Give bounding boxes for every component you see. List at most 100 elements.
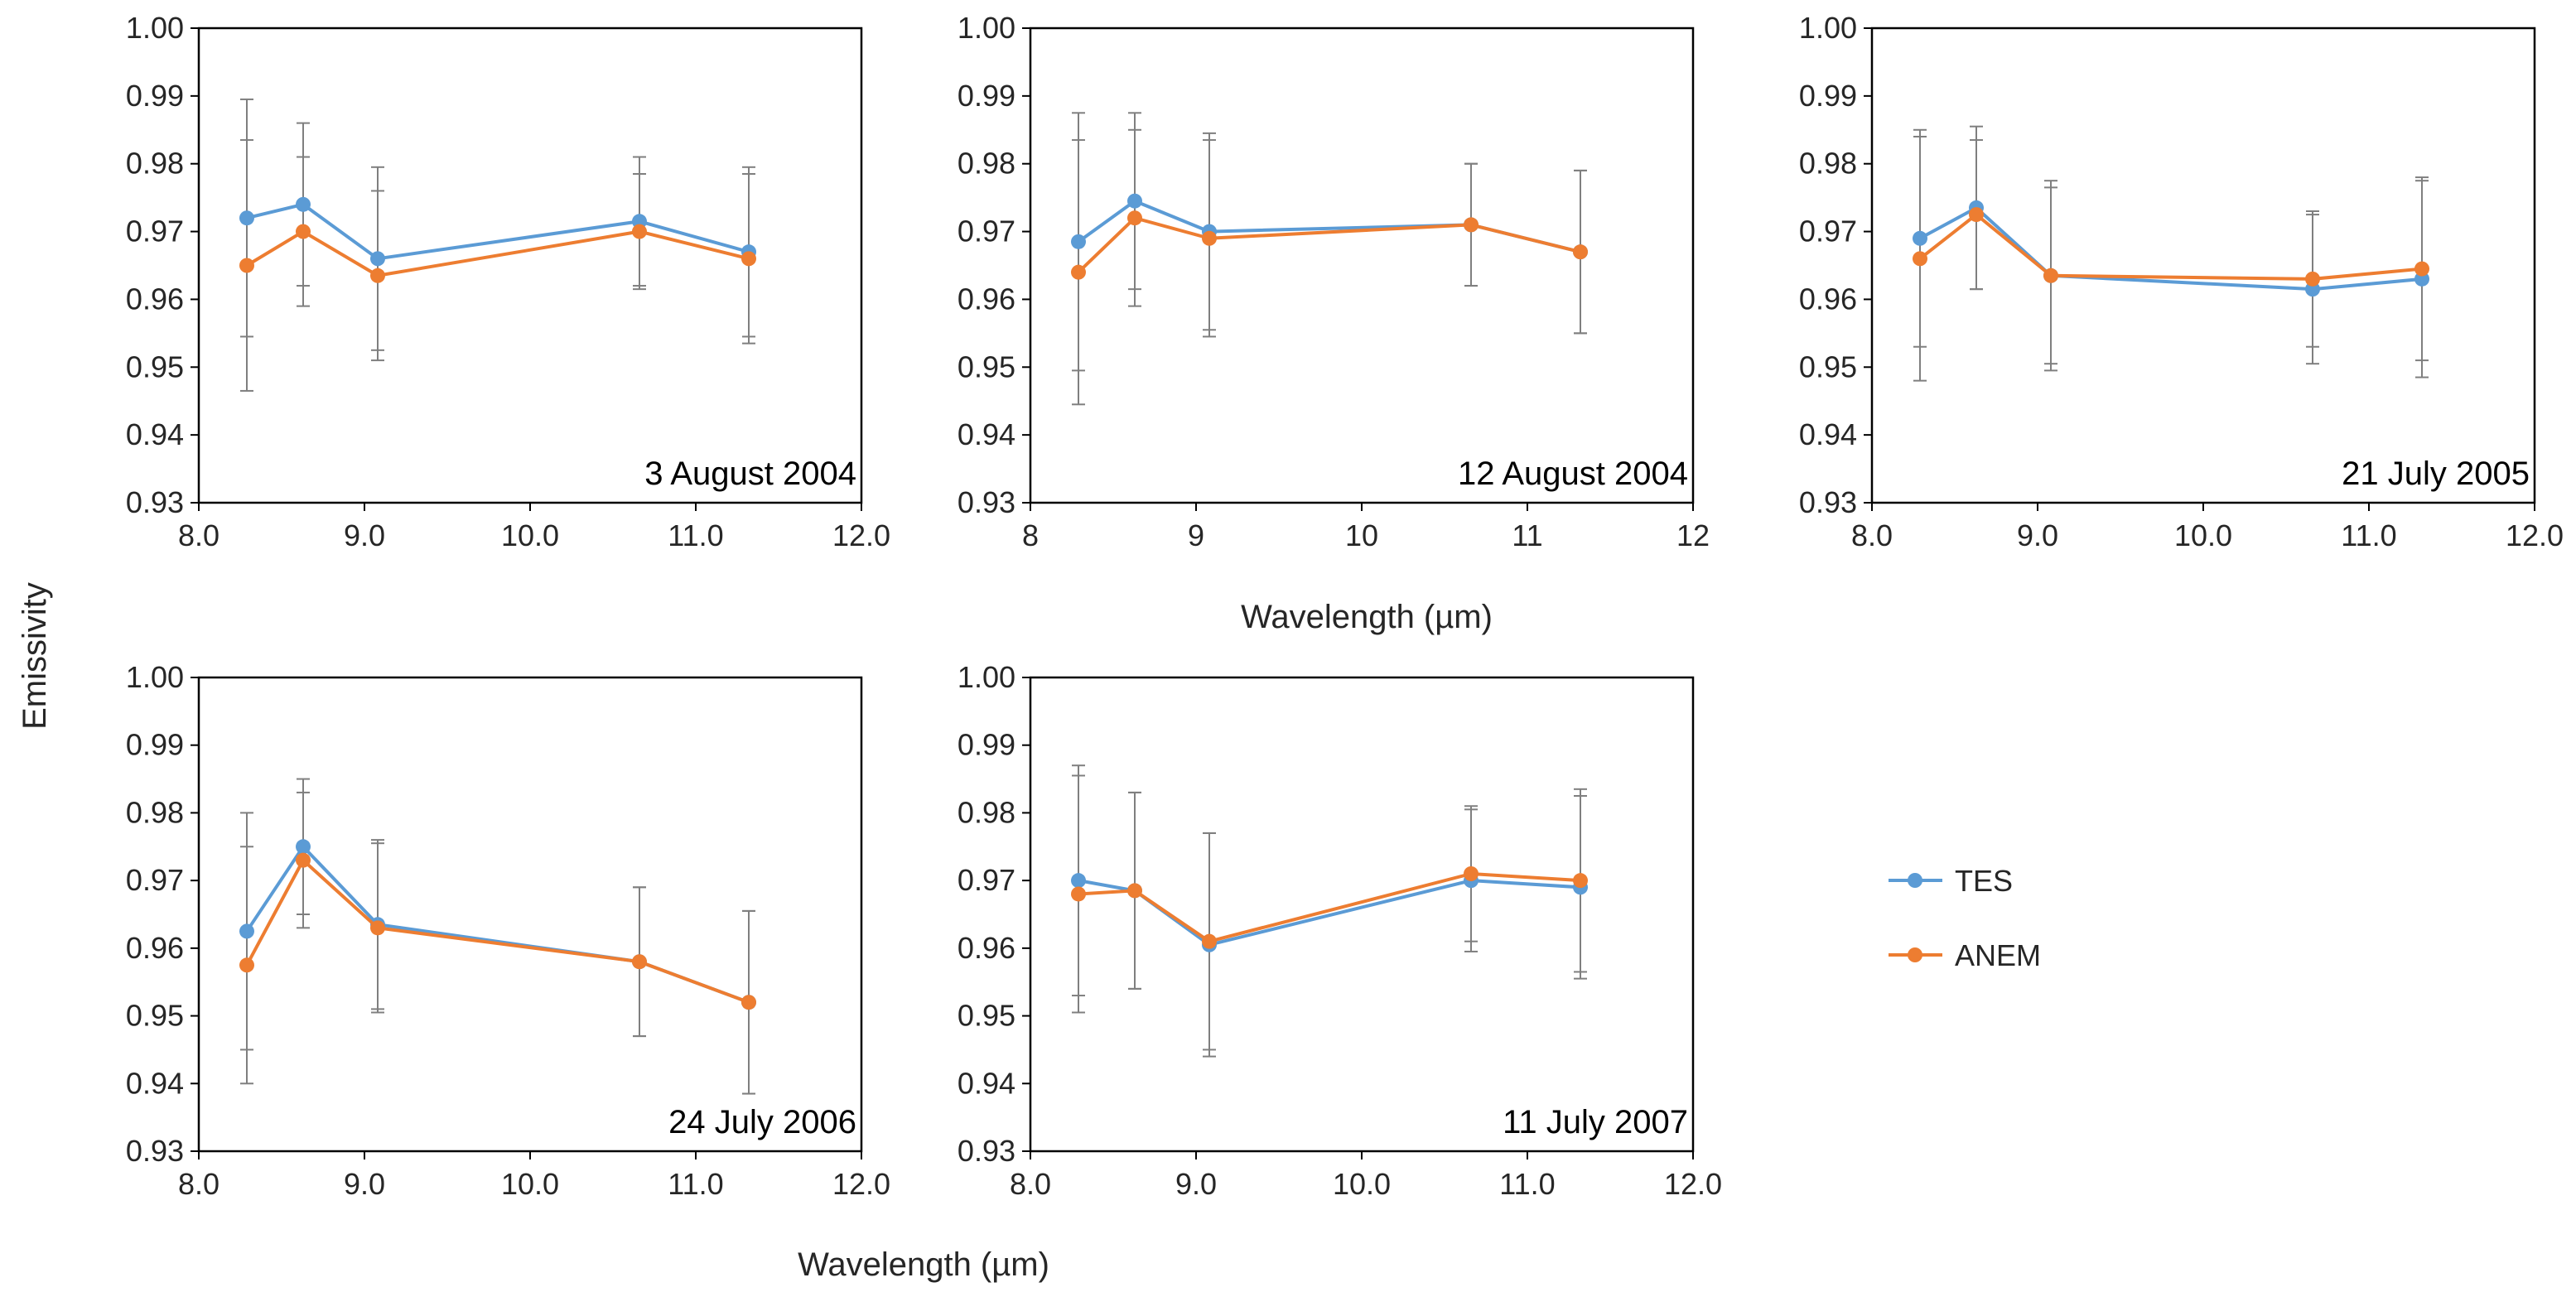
data-point-anem: [1202, 933, 1217, 949]
data-point-tes: [1071, 234, 1086, 249]
series-line-tes: [1078, 879, 1581, 947]
chart-panel-3: 0.93 0.94 0.95 0.96 0.97 0.98 0.99 1.00 8.0 9.0 10…: [1799, 11, 2564, 552]
x-tick-label: 8.0: [178, 1167, 219, 1201]
data-point-tes: [239, 210, 254, 226]
series-line-anem: [1077, 215, 1581, 274]
y-tick-label: 0.96: [958, 931, 1015, 965]
plot-area-frame: [1029, 27, 1695, 504]
y-tick-label: 0.93: [126, 1134, 184, 1168]
data-point-tes: [1127, 193, 1142, 209]
x-tick-label: 12.0: [1664, 1167, 1722, 1201]
data-point-anem: [741, 251, 756, 267]
x-axis-title-bottom: Wavelength (µm): [798, 1246, 1049, 1283]
x-tick-label: 8: [1022, 518, 1039, 552]
data-point-anem: [1202, 230, 1217, 246]
data-point-anem: [741, 995, 756, 1010]
y-tick-label: 0.98: [126, 795, 184, 829]
plot-area-frame: [1870, 27, 2536, 504]
series-line-anem: [245, 229, 750, 277]
y-tick-label: 0.95: [126, 999, 184, 1033]
y-tick-label: 0.95: [958, 350, 1015, 383]
y-tick-label: 0.94: [1799, 417, 1857, 451]
data-point-tes: [296, 839, 311, 855]
data-point-tes: [239, 923, 254, 939]
y-tick-label: 1.00: [958, 11, 1015, 45]
data-point-tes: [1913, 230, 1927, 246]
y-tick-label: 0.97: [958, 863, 1015, 897]
x-tick-label: 11.0: [2341, 518, 2396, 552]
legend-marker-anem: [1908, 947, 1922, 962]
y-tick-label: 1.00: [126, 11, 184, 45]
series-line-tes: [1077, 199, 1581, 254]
y-tick-label: 0.94: [958, 1066, 1015, 1100]
legend-marker-tes: [1908, 873, 1922, 888]
y-tick-label: 0.96: [1799, 282, 1857, 316]
legend-entry-tes: TES: [1889, 864, 2013, 898]
y-tick-label: 0.96: [126, 931, 184, 965]
chart-panel-5: 0.93 0.94 0.95 0.96 0.97 0.98 0.99 1.00 8.0 9.0 10…: [958, 660, 1722, 1201]
plot-area-frame: [197, 27, 863, 504]
y-tick-label: 0.98: [958, 795, 1015, 829]
y-tick-label: 0.93: [958, 1134, 1015, 1168]
data-point-anem: [1127, 210, 1142, 226]
x-tick-label: 12: [1676, 518, 1710, 552]
x-axis-title-top: Wavelength (µm): [1241, 599, 1493, 635]
y-tick-label: 0.94: [126, 1066, 184, 1100]
x-tick-label: 10: [1345, 518, 1378, 552]
legend: TES ANEM: [1889, 864, 2041, 972]
data-point-tes: [296, 196, 311, 212]
data-point-anem: [239, 957, 254, 973]
chart-panel-4: 0.93 0.94 0.95 0.96 0.97 0.98 0.99 1.00 8.0 9.0 10…: [126, 660, 890, 1201]
y-tick-label: 1.00: [958, 660, 1015, 694]
y-tick-label: 0.93: [126, 485, 184, 519]
y-tick-label: 0.99: [958, 728, 1015, 762]
y-tick-label: 0.93: [958, 485, 1015, 519]
data-point-anem: [1464, 217, 1479, 233]
data-point-anem: [370, 920, 385, 936]
x-tick-label: 10.0: [1333, 1167, 1391, 1201]
data-point-anem: [632, 954, 647, 970]
x-tick-label: 12.0: [2506, 518, 2564, 552]
x-tick-label: 9.0: [344, 1167, 385, 1201]
y-tick-label: 0.99: [126, 728, 184, 762]
y-tick-label: 0.96: [958, 282, 1015, 316]
chart-panel-2: 0.93 0.94 0.95 0.96 0.97 0.98 0.99 1.00 8 9 10 11 12…: [958, 11, 1710, 552]
x-tick-label: 11.0: [1499, 1167, 1555, 1201]
y-tick-label: 0.95: [1799, 350, 1857, 383]
x-tick-label: 9.0: [2017, 518, 2058, 552]
data-point-anem: [296, 224, 311, 239]
x-tick-label: 9: [1188, 518, 1204, 552]
y-axis-title: Emissivity: [17, 582, 53, 730]
x-tick-label: 9.0: [1175, 1167, 1217, 1201]
panel-date-label: 21 July 2005: [2342, 456, 2530, 492]
legend-label-tes: TES: [1955, 864, 2013, 898]
y-tick-label: 0.98: [1799, 147, 1857, 181]
x-tick-label: 8.0: [178, 518, 219, 552]
legend-label-anem: ANEM: [1955, 938, 2041, 972]
data-point-anem: [239, 258, 254, 273]
y-tick-label: 0.97: [126, 215, 184, 248]
panel-date-label: 3 August 2004: [644, 456, 856, 492]
data-point-anem: [370, 268, 385, 283]
y-tick-label: 1.00: [126, 660, 184, 694]
x-tick-label: 11.0: [668, 1167, 723, 1201]
plot-area-frame: [1029, 676, 1695, 1153]
data-point-anem: [1071, 886, 1086, 902]
x-tick-label: 10.0: [2174, 518, 2232, 552]
data-point-anem: [1127, 883, 1142, 899]
chart-panel-1: 0.93 0.94 0.95 0.96 0.97 0.98 0.99 1.00 8.0 9.0 10…: [126, 11, 890, 552]
x-tick-label: 10.0: [501, 1167, 559, 1201]
panel-date-label: 11 July 2007: [1503, 1104, 1688, 1140]
data-point-anem: [296, 852, 311, 868]
y-tick-label: 0.96: [126, 282, 184, 316]
data-point-anem: [2043, 268, 2058, 283]
data-point-anem: [2305, 271, 2320, 287]
panel-date-label: 24 July 2006: [668, 1104, 856, 1140]
y-tick-label: 0.93: [1799, 485, 1857, 519]
series-line-tes: [246, 202, 750, 261]
chart-panels: 0.93 0.94 0.95 0.96 0.97 0.98 0.99 1.00 8.0 9.0 10…: [126, 11, 2564, 1201]
y-tick-label: 0.99: [126, 79, 184, 113]
panel-date-label: 12 August 2004: [1458, 456, 1688, 492]
x-tick-label: 9.0: [344, 518, 385, 552]
